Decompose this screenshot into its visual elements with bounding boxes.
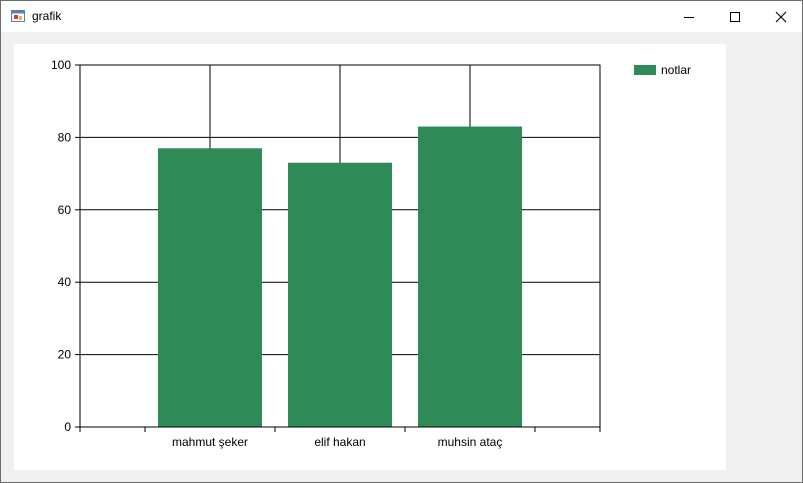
title-bar[interactable]: grafik [1,1,802,32]
legend-swatch [634,65,656,75]
close-button[interactable] [758,1,803,32]
bar-1 [158,148,262,427]
chart-panel: 0 20 40 60 80 100 mahmut şeker elif hakan muhsin… [14,44,726,470]
x-tick-label: mahmut şeker [172,435,248,449]
minimize-icon [684,16,694,18]
maximize-icon [730,11,740,22]
minimize-button[interactable] [666,1,712,32]
y-tick-label: 20 [58,348,72,362]
plot-border [79,64,601,428]
maximize-button[interactable] [712,1,758,32]
y-tick-label: 80 [58,130,72,144]
app-window-icon [11,10,25,22]
bar-2 [288,162,392,427]
window-title: grafik [32,9,62,23]
close-icon [775,11,787,22]
chart-legend: notlar [634,63,691,77]
x-tick-label: elif hakan [314,435,365,449]
bar-chart: 0 20 40 60 80 100 mahmut şeker elif hakan muhsin… [51,58,601,449]
y-tick-label: 0 [64,420,71,434]
legend-label: notlar [661,63,692,77]
bar-3 [418,126,522,427]
y-tick-label: 60 [58,203,72,217]
y-tick-label: 100 [51,58,71,72]
client-area: 0 20 40 60 80 100 mahmut şeker elif hakan muhsin… [1,32,802,482]
y-tick-label: 40 [58,275,72,289]
x-tick-label: muhsin ataç [438,435,503,449]
